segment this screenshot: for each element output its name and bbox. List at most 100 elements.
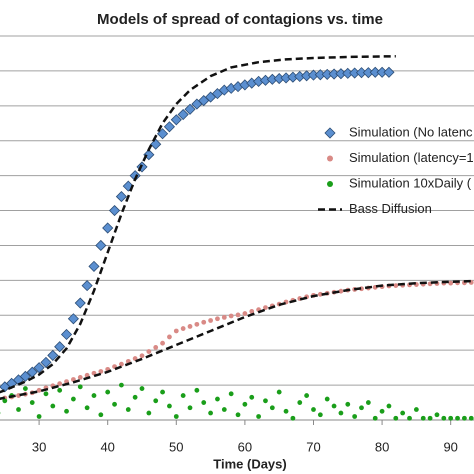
point [420, 415, 426, 421]
point [77, 384, 83, 390]
point [88, 260, 100, 272]
point [16, 407, 21, 412]
point [441, 415, 447, 421]
point [242, 311, 248, 316]
point [331, 403, 337, 409]
point [249, 394, 255, 400]
point [146, 349, 152, 354]
point [215, 316, 220, 322]
point [119, 382, 124, 388]
point [125, 407, 131, 412]
point [170, 114, 182, 126]
point [208, 410, 213, 416]
point [242, 401, 248, 407]
point [102, 222, 114, 234]
point [304, 393, 310, 398]
legend-label: Simulation (latency=1 [349, 150, 474, 165]
point [372, 415, 378, 421]
point [256, 414, 262, 419]
point [448, 280, 454, 286]
point [36, 387, 42, 393]
point [77, 375, 83, 380]
point [383, 66, 395, 78]
legend-label: Bass Diffusion [349, 201, 432, 216]
point [365, 400, 371, 405]
point [311, 407, 316, 412]
point [98, 412, 104, 418]
point [29, 400, 35, 405]
point [43, 391, 49, 397]
point [40, 356, 52, 368]
point [263, 398, 268, 404]
x-tick-label: 60 [238, 439, 252, 454]
point [338, 288, 344, 294]
point [153, 398, 159, 404]
point [201, 400, 207, 405]
point [160, 340, 165, 346]
x-tick-label: 30 [32, 439, 46, 454]
point [60, 328, 73, 341]
point [215, 396, 220, 402]
point [180, 326, 186, 331]
point [393, 415, 399, 421]
point [221, 314, 227, 320]
point [427, 415, 433, 421]
point [468, 415, 474, 421]
point [352, 414, 358, 419]
legend-swatch [327, 155, 333, 162]
point [407, 415, 412, 421]
chart-title: Models of spread of contagions vs. time [97, 11, 383, 28]
point [297, 400, 303, 405]
point [221, 407, 227, 412]
bass-line [0, 279, 474, 400]
point [359, 405, 364, 411]
point [208, 318, 213, 323]
point [324, 396, 330, 402]
point [163, 121, 175, 133]
legend-swatch [324, 127, 336, 139]
point [95, 239, 107, 252]
point [184, 103, 196, 115]
point [228, 313, 234, 319]
point [194, 321, 200, 327]
point [132, 394, 138, 400]
point [105, 389, 111, 395]
point [112, 401, 117, 407]
x-axis-title: Time (Days) [213, 456, 286, 471]
point [139, 386, 145, 391]
x-tick-label: 90 [443, 439, 457, 454]
point [317, 291, 323, 297]
point [67, 313, 79, 325]
point [167, 334, 172, 340]
legend-swatch [327, 181, 333, 187]
point [434, 412, 440, 418]
point [448, 415, 454, 421]
point [194, 387, 200, 393]
point [400, 410, 406, 416]
point [187, 405, 193, 411]
point [98, 369, 104, 374]
point [173, 328, 179, 334]
point [345, 401, 351, 407]
point [235, 312, 241, 318]
point [153, 344, 159, 350]
point [338, 410, 344, 416]
point [276, 389, 282, 395]
point [379, 408, 385, 414]
point [386, 403, 392, 409]
point [33, 362, 45, 374]
x-tick-label: 40 [100, 439, 114, 454]
point [54, 341, 66, 353]
point [187, 324, 193, 329]
point [173, 414, 179, 419]
point [393, 283, 399, 288]
point [461, 415, 467, 421]
legend-label: Simulation (No latenc [349, 124, 473, 139]
point [201, 319, 207, 325]
point [167, 403, 172, 409]
x-tick-label: 80 [375, 439, 389, 454]
point [317, 412, 323, 418]
x-tick-label: 50 [169, 439, 183, 454]
point [160, 389, 165, 395]
